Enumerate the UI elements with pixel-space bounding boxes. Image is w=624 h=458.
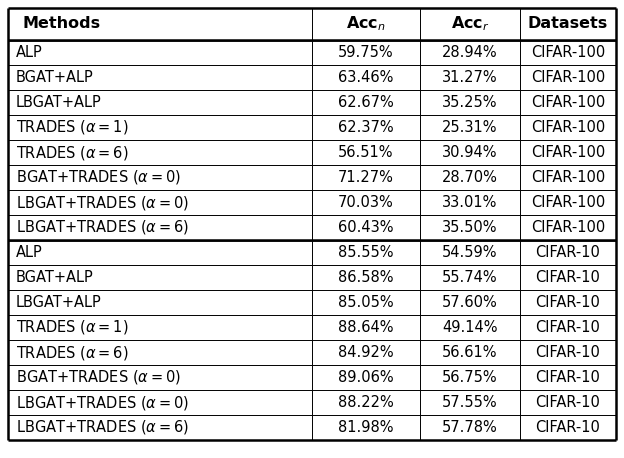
Text: LBGAT+TRADES ($\alpha = 0$): LBGAT+TRADES ($\alpha = 0$) [16, 193, 189, 212]
Text: CIFAR-100: CIFAR-100 [531, 70, 605, 85]
Text: TRADES ($\alpha = 1$): TRADES ($\alpha = 1$) [16, 318, 129, 337]
Text: 89.06%: 89.06% [338, 370, 394, 385]
Text: CIFAR-10: CIFAR-10 [535, 420, 600, 435]
Text: 70.03%: 70.03% [338, 195, 394, 210]
Text: BGAT+TRADES ($\alpha = 0$): BGAT+TRADES ($\alpha = 0$) [16, 169, 181, 186]
Text: ALP: ALP [16, 45, 43, 60]
Text: 57.55%: 57.55% [442, 395, 498, 410]
Text: Datasets: Datasets [528, 16, 608, 32]
Text: 62.37%: 62.37% [338, 120, 394, 135]
Text: BGAT+TRADES ($\alpha = 0$): BGAT+TRADES ($\alpha = 0$) [16, 369, 181, 387]
Text: CIFAR-100: CIFAR-100 [531, 220, 605, 235]
Text: CIFAR-10: CIFAR-10 [535, 245, 600, 260]
Text: 28.70%: 28.70% [442, 170, 498, 185]
Text: Acc$_n$: Acc$_n$ [346, 15, 386, 33]
Text: 85.05%: 85.05% [338, 295, 394, 310]
Text: LBGAT+ALP: LBGAT+ALP [16, 295, 102, 310]
Text: 62.67%: 62.67% [338, 95, 394, 110]
Text: 85.55%: 85.55% [338, 245, 394, 260]
Text: TRADES ($\alpha = 6$): TRADES ($\alpha = 6$) [16, 344, 129, 361]
Text: CIFAR-10: CIFAR-10 [535, 320, 600, 335]
Text: CIFAR-100: CIFAR-100 [531, 120, 605, 135]
Text: 56.51%: 56.51% [338, 145, 394, 160]
Text: BGAT+ALP: BGAT+ALP [16, 270, 94, 285]
Text: 81.98%: 81.98% [338, 420, 394, 435]
Text: CIFAR-100: CIFAR-100 [531, 195, 605, 210]
Text: 56.75%: 56.75% [442, 370, 498, 385]
Text: 88.22%: 88.22% [338, 395, 394, 410]
Text: TRADES ($\alpha = 1$): TRADES ($\alpha = 1$) [16, 119, 129, 136]
Text: 57.78%: 57.78% [442, 420, 498, 435]
Text: CIFAR-100: CIFAR-100 [531, 145, 605, 160]
Text: 30.94%: 30.94% [442, 145, 498, 160]
Text: 59.75%: 59.75% [338, 45, 394, 60]
Text: 86.58%: 86.58% [338, 270, 394, 285]
Text: 56.61%: 56.61% [442, 345, 498, 360]
Text: TRADES ($\alpha = 6$): TRADES ($\alpha = 6$) [16, 143, 129, 162]
Text: 55.74%: 55.74% [442, 270, 498, 285]
Text: 57.60%: 57.60% [442, 295, 498, 310]
Text: ALP: ALP [16, 245, 43, 260]
Text: BGAT+ALP: BGAT+ALP [16, 70, 94, 85]
Text: 31.27%: 31.27% [442, 70, 498, 85]
Text: CIFAR-10: CIFAR-10 [535, 295, 600, 310]
Text: 35.25%: 35.25% [442, 95, 498, 110]
Text: CIFAR-10: CIFAR-10 [535, 395, 600, 410]
Text: CIFAR-10: CIFAR-10 [535, 370, 600, 385]
Text: CIFAR-100: CIFAR-100 [531, 170, 605, 185]
Text: CIFAR-100: CIFAR-100 [531, 95, 605, 110]
Text: CIFAR-10: CIFAR-10 [535, 345, 600, 360]
Text: 88.64%: 88.64% [338, 320, 394, 335]
Text: 35.50%: 35.50% [442, 220, 498, 235]
Text: 49.14%: 49.14% [442, 320, 498, 335]
Text: 25.31%: 25.31% [442, 120, 498, 135]
Text: CIFAR-10: CIFAR-10 [535, 270, 600, 285]
Text: 60.43%: 60.43% [338, 220, 394, 235]
Text: LBGAT+ALP: LBGAT+ALP [16, 95, 102, 110]
Text: 33.01%: 33.01% [442, 195, 498, 210]
Text: 63.46%: 63.46% [338, 70, 394, 85]
Text: 71.27%: 71.27% [338, 170, 394, 185]
Text: LBGAT+TRADES ($\alpha = 0$): LBGAT+TRADES ($\alpha = 0$) [16, 393, 189, 411]
Text: Acc$_r$: Acc$_r$ [451, 15, 489, 33]
Text: LBGAT+TRADES ($\alpha = 6$): LBGAT+TRADES ($\alpha = 6$) [16, 218, 189, 236]
Text: 54.59%: 54.59% [442, 245, 498, 260]
Text: LBGAT+TRADES ($\alpha = 6$): LBGAT+TRADES ($\alpha = 6$) [16, 419, 189, 436]
Text: 28.94%: 28.94% [442, 45, 498, 60]
Text: 84.92%: 84.92% [338, 345, 394, 360]
Text: CIFAR-100: CIFAR-100 [531, 45, 605, 60]
Text: Methods: Methods [23, 16, 101, 32]
